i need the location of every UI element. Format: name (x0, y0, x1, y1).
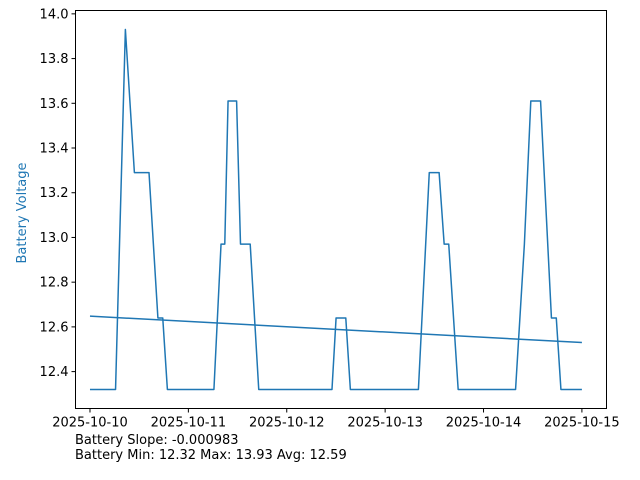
plot-series (89, 28, 582, 391)
battery-voltage-chart: 2025-10-10 2025-10-11 2025-10-12 2025-10-13… (15, 7, 620, 431)
x-axis: 2025-10-10 2025-10-11 2025-10-12 2025-10-13… (52, 408, 620, 431)
x-tick-label: 2025-10-13 (347, 416, 423, 431)
x-tick-label: 2025-10-14 (446, 416, 522, 431)
x-tick-label: 2025-10-15 (544, 416, 620, 431)
y-axis-label: Battery Voltage (15, 162, 30, 263)
y-tick-label: 13.2 (40, 186, 69, 201)
x-tick-label: 2025-10-10 (52, 416, 128, 431)
y-tick-label: 13.4 (40, 142, 69, 157)
y-tick-label: 12.4 (40, 365, 69, 380)
y-tick-label: 13.6 (40, 97, 69, 112)
y-tick-label: 13.8 (40, 52, 69, 67)
x-tick-label: 2025-10-12 (249, 416, 325, 431)
battery-minmax-text: Battery Min: 12.32 Max: 13.93 Avg: 12.59 (75, 448, 347, 463)
plot-frame (75, 10, 607, 409)
x-tick-label: 2025-10-11 (151, 416, 227, 431)
y-tick-label: 12.6 (40, 320, 69, 335)
y-tick-label: 12.8 (40, 276, 69, 291)
y-axis: 12.4 12.6 12.8 13.0 13.2 13.4 13.6 13.8 14.0 (40, 7, 76, 380)
voltage-series-line (89, 28, 582, 391)
trend-line (89, 315, 582, 344)
battery-slope-text: Battery Slope: -0.000983 (75, 433, 239, 448)
y-tick-label: 13.0 (40, 231, 69, 246)
y-tick-label: 14.0 (40, 7, 69, 22)
